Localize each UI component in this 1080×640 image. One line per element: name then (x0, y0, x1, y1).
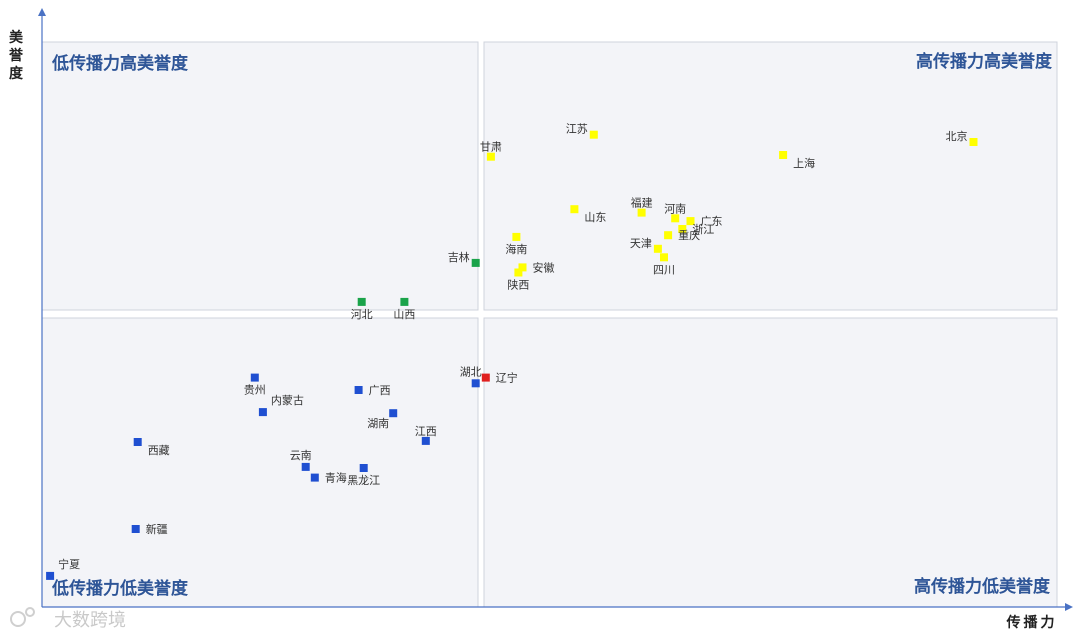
data-point-label: 吉林 (448, 250, 470, 264)
x-axis-title: 传播力 (1006, 614, 1058, 631)
data-point (518, 263, 527, 272)
data-point-label: 辽宁 (496, 371, 518, 385)
data-point (400, 297, 409, 306)
quadrant-title-top-left: 低传播力高美誉度 (51, 53, 189, 74)
data-point (46, 571, 55, 580)
quadrant-top-right-bg (483, 41, 1058, 311)
quadrant-bottom-left-bg (41, 317, 479, 608)
data-point-label: 陕西 (507, 278, 529, 292)
quadrant-bottom-right-bg (483, 317, 1058, 608)
data-point-label: 新疆 (146, 522, 168, 536)
data-point (678, 225, 687, 233)
data-point-label: 四川 (653, 263, 675, 276)
data-point (637, 208, 646, 217)
y-axis-arrow (38, 8, 46, 16)
quadrant-title-bottom-left: 低传播力低美誉度 (51, 578, 189, 599)
data-point (357, 297, 366, 306)
data-point-label: 宁夏 (58, 557, 80, 571)
data-point (310, 473, 319, 482)
data-point (131, 525, 140, 533)
quadrant-title-top-right: 高传播力高美誉度 (916, 51, 1053, 72)
data-point-label: 天津 (630, 237, 652, 250)
x-axis-arrow (1065, 603, 1073, 611)
data-point-label: 浙江 (692, 223, 714, 236)
data-point-label: 上海 (793, 156, 815, 170)
data-point-label: 山西 (393, 308, 415, 321)
data-point-label: 广东 (701, 215, 723, 228)
quadrant-top-left-bg (41, 41, 479, 311)
data-point (486, 152, 495, 161)
data-point (660, 253, 668, 262)
data-point-label: 河北 (351, 308, 373, 321)
data-point-label: 广西 (369, 384, 391, 397)
data-point (133, 438, 142, 446)
data-point (471, 379, 480, 388)
data-point-label: 江苏 (566, 123, 588, 136)
data-point-label: 山东 (584, 211, 606, 224)
data-point-label: 湖南 (367, 417, 389, 430)
data-point (671, 214, 680, 223)
watermark: 大数跨境 (10, 607, 126, 631)
data-point (589, 130, 598, 139)
y-axis-title-char: 度 (9, 65, 24, 82)
data-point (301, 462, 310, 471)
data-point-label: 海南 (505, 242, 527, 256)
data-point (481, 373, 490, 382)
data-point (389, 409, 398, 418)
data-point-label: 贵州 (244, 384, 266, 397)
data-point-label: 北京 (946, 129, 968, 143)
data-point (258, 408, 267, 417)
data-point (354, 386, 363, 394)
data-point (686, 217, 695, 226)
data-point-label: 福建 (631, 196, 653, 210)
data-point (653, 244, 662, 253)
y-axis-title-char: 美 (9, 29, 24, 46)
data-point (514, 268, 523, 277)
data-point-label: 河南 (664, 202, 686, 215)
data-point (512, 232, 521, 241)
data-point-label: 西藏 (148, 444, 170, 457)
data-point-label: 云南 (290, 449, 312, 462)
watermark-logo-dot-icon (25, 607, 35, 617)
data-point (570, 205, 579, 214)
data-point-label: 黑龙江 (347, 474, 380, 487)
data-point (421, 436, 430, 445)
data-point-label: 安徽 (533, 260, 555, 274)
watermark-logo-icon (10, 611, 26, 627)
watermark-text: 大数跨境 (54, 610, 126, 631)
data-point-label: 甘肃 (480, 141, 502, 154)
data-point (471, 258, 480, 267)
quadrant-title-bottom-right: 高传播力低美誉度 (914, 576, 1051, 597)
data-point-label: 湖北 (460, 365, 482, 378)
data-point (359, 464, 368, 472)
data-point (779, 151, 788, 159)
data-point (664, 231, 673, 240)
data-point (969, 138, 978, 146)
data-point-label: 青海 (325, 471, 347, 485)
y-axis-title-char: 誉 (9, 47, 24, 64)
data-point (250, 373, 259, 382)
data-point-label: 江西 (415, 425, 437, 438)
data-point-label: 重庆 (678, 228, 700, 242)
y-axis-title: 美誉度 (9, 29, 24, 82)
data-point-label: 内蒙古 (271, 393, 304, 407)
